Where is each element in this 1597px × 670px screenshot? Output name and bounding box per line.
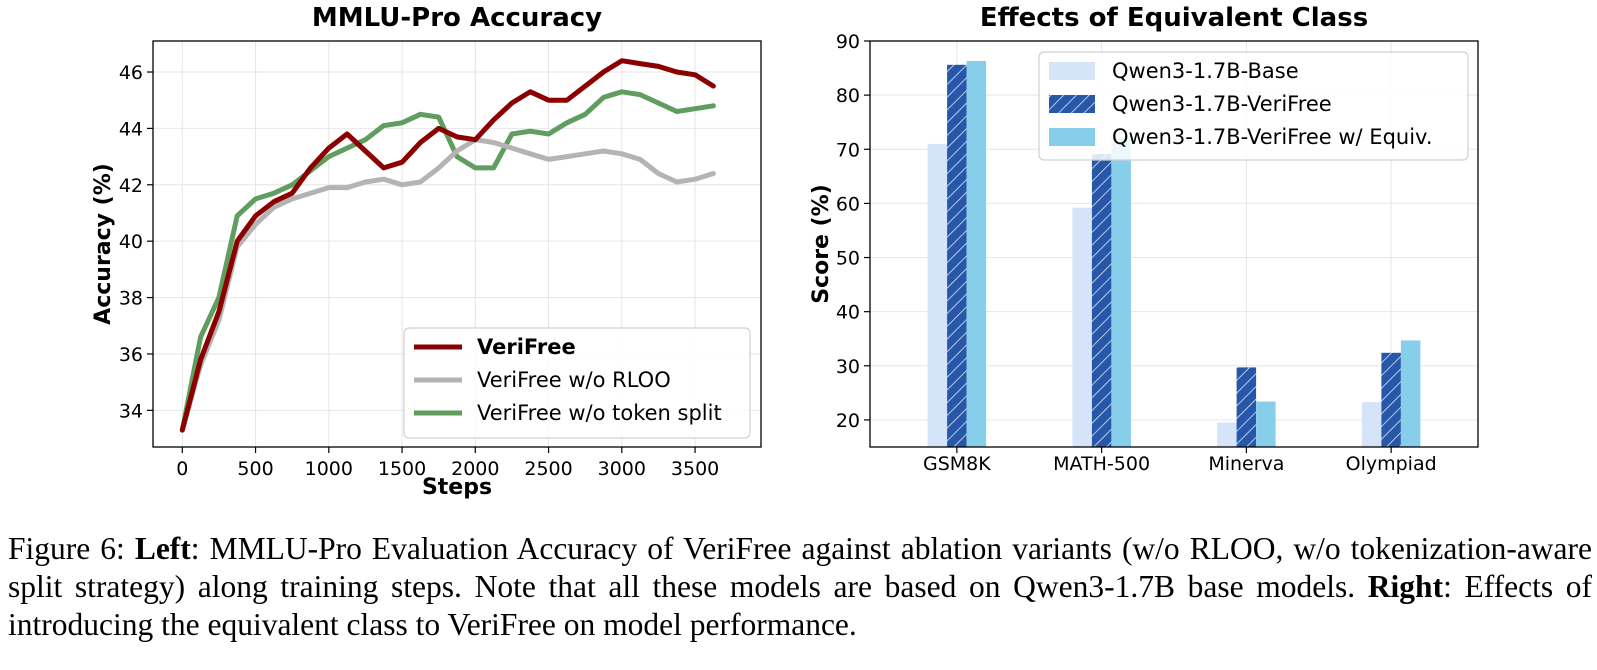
line-verifree-w-o-token-split (179, 89, 716, 433)
left-y-tick-label: 40 (119, 231, 143, 253)
caption-right-text: : Effects of introducing the equivalent … (8, 569, 1592, 642)
legend-label-verifree-wo-token-split: VeriFree w/o token split (477, 401, 722, 425)
right-plot-frame (869, 40, 1479, 448)
right-y-tick-label: 80 (836, 85, 860, 107)
bar-qwen3-1-7b-base-math-500 (1072, 207, 1092, 447)
caption-left-text: : MMLU-Pro Evaluation Accuracy of VeriFr… (8, 531, 1593, 604)
right-y-tick-label: 30 (836, 356, 860, 378)
left-y-axis-label: Accuracy (%) (91, 163, 116, 325)
left-x-tick-label: 1000 (305, 458, 353, 480)
bar-qwen3-1-7b-verifree-gsm8k (947, 64, 967, 448)
right-x-tick-label: Minerva (1208, 453, 1284, 475)
right-legend: Qwen3-1.7B-Base Qwen3-1.7B-VeriFree Qwen… (1038, 51, 1469, 161)
left-plot-frame (152, 40, 762, 448)
bar-qwen3-1-7b-verifree-math-500 (1091, 154, 1112, 447)
left-x-tick-label: 3500 (671, 458, 719, 480)
legend-label-base: Qwen3-1.7B-Base (1112, 59, 1299, 83)
left-ticks: 0 500 1000 1500 2000 2500 3000 3500 34 36 38 40 42 44… (119, 62, 719, 480)
right-y-axis-label: Score (%) (809, 184, 834, 304)
right-legend-box (1038, 51, 1469, 161)
left-lines (179, 58, 716, 433)
right-y-tick-label: 70 (836, 139, 860, 161)
bar-qwen3-1-7b-verifree-w-equiv-math-500 (1111, 138, 1131, 447)
accuracy-line-chart: 0 500 1000 1500 2000 2500 3000 3500 34 36 38 40 42 44… (91, 3, 762, 500)
legend-label-verifree-wo-rloo: VeriFree w/o RLOO (477, 368, 671, 392)
left-y-tick-label: 38 (119, 288, 143, 310)
legend-swatch-verifree-equiv (1049, 128, 1095, 146)
right-y-tick-label: 50 (836, 248, 860, 270)
right-y-tick-label: 20 (836, 410, 860, 432)
caption-left-label: Left (134, 531, 191, 566)
figure-charts: 0 500 1000 1500 2000 2500 3000 3500 34 36 38 40 42 44… (91, 3, 1479, 500)
right-y-tick-label: 90 (836, 31, 860, 53)
bar-qwen3-1-7b-verifree-minerva (1236, 367, 1257, 447)
left-x-tick-label: 0 (176, 458, 188, 480)
right-x-tick-label: MATH-500 (1053, 453, 1150, 475)
left-legend-box (403, 327, 751, 439)
equivalent-class-bar-chart: 20 30 40 50 60 70 80 90 GSM8K MATH-500 Minerva Olym… (809, 3, 1479, 475)
left-y-tick-label: 46 (119, 62, 143, 84)
left-x-tick-label: 500 (237, 458, 273, 480)
line-verifree (179, 58, 716, 433)
left-x-tick-label: 3000 (598, 458, 646, 480)
bar-qwen3-1-7b-base-minerva (1217, 422, 1237, 447)
left-x-tick-label: 2500 (524, 458, 572, 480)
left-y-tick-label: 36 (119, 344, 143, 366)
legend-label-verifree-bar: Qwen3-1.7B-VeriFree (1112, 92, 1332, 116)
right-bars (927, 61, 1421, 448)
caption-right-label: Right (1367, 569, 1444, 604)
right-x-tick-label: Olympiad (1346, 453, 1437, 475)
legend-label-verifree-equiv: Qwen3-1.7B-VeriFree w/ Equiv. (1112, 125, 1433, 149)
left-x-tick-label: 2000 (451, 458, 499, 480)
right-chart-title: Effects of Equivalent Class (980, 3, 1368, 33)
line-verifree-w-o-rloo (179, 137, 716, 433)
figure-caption: Figure 6: Left: MMLU-Pro Evaluation Accu… (8, 530, 1592, 644)
left-grid (153, 41, 761, 447)
left-legend: VeriFree VeriFree w/o RLOO VeriFree w/o … (403, 327, 751, 439)
left-y-tick-label: 44 (119, 118, 143, 140)
left-x-axis-label: Steps (422, 475, 492, 500)
right-y-tick-label: 60 (836, 193, 860, 215)
bar-qwen3-1-7b-base-gsm8k (927, 143, 948, 447)
legend-label-verifree: VeriFree (477, 335, 576, 359)
left-y-tick-label: 42 (119, 175, 143, 197)
right-ticks: 20 30 40 50 60 70 80 90 GSM8K MATH-500 Minerva Olym… (836, 31, 1437, 475)
bar-qwen3-1-7b-verifree-olympiad (1381, 352, 1401, 447)
bar-qwen3-1-7b-verifree-w-equiv-minerva (1256, 401, 1276, 447)
right-x-tick-label: GSM8K (923, 453, 991, 475)
bar-qwen3-1-7b-verifree-w-equiv-olympiad (1400, 340, 1421, 447)
left-y-tick-label: 34 (119, 400, 143, 422)
legend-swatch-base (1049, 62, 1095, 80)
right-y-tick-label: 40 (836, 302, 860, 324)
bar-qwen3-1-7b-base-olympiad (1361, 402, 1382, 447)
legend-swatch-verifree (1049, 95, 1095, 113)
caption-figure-label: Figure 6: (8, 531, 125, 566)
left-chart-title: MMLU-Pro Accuracy (312, 3, 602, 33)
bar-qwen3-1-7b-verifree-w-equiv-gsm8k (966, 61, 987, 447)
left-x-tick-label: 1500 (378, 458, 426, 480)
